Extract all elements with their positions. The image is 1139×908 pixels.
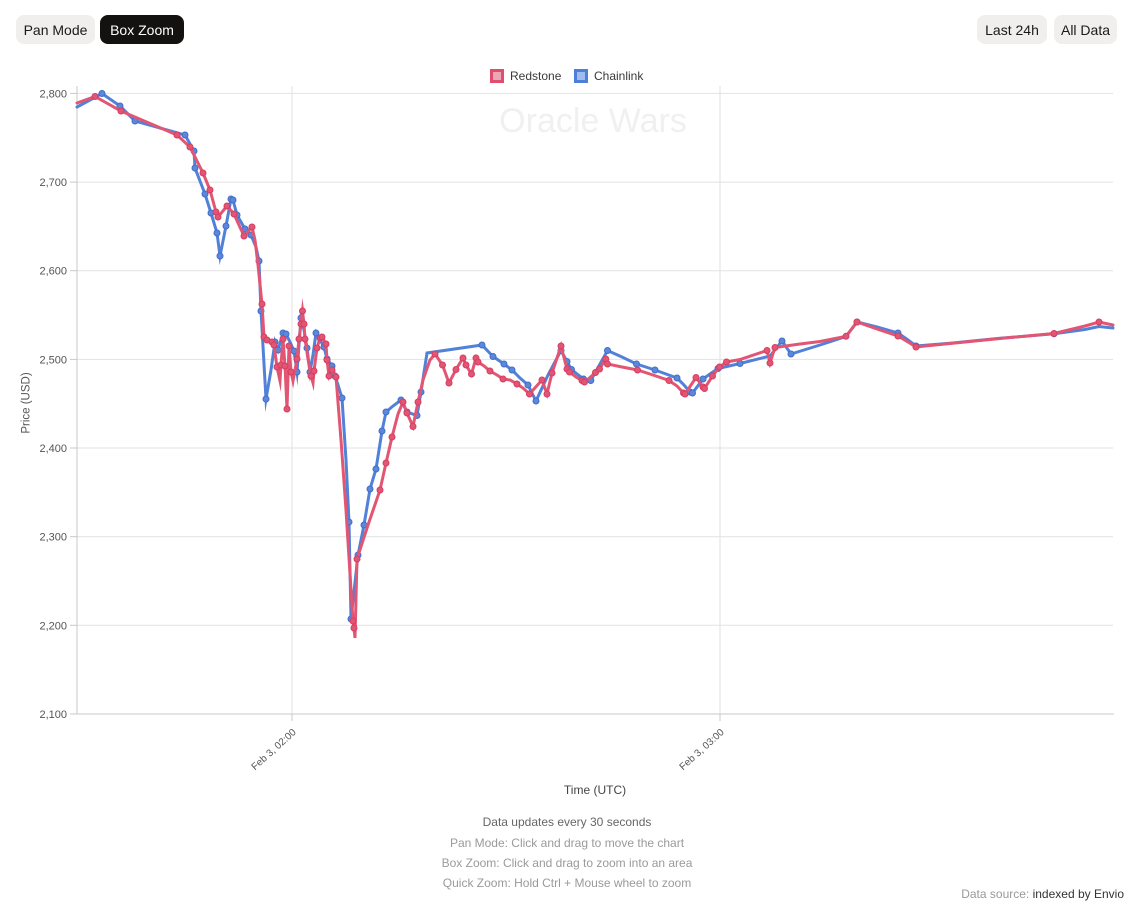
svg-text:2,800: 2,800 xyxy=(39,88,67,100)
svg-text:2,600: 2,600 xyxy=(39,266,67,278)
svg-text:2,400: 2,400 xyxy=(39,443,67,455)
svg-text:Feb 3, 02:00: Feb 3, 02:00 xyxy=(250,727,299,773)
svg-text:2,200: 2,200 xyxy=(39,620,67,632)
svg-text:2,700: 2,700 xyxy=(39,177,67,189)
svg-text:2,300: 2,300 xyxy=(39,532,67,544)
svg-text:Oracle Wars: Oracle Wars xyxy=(499,102,687,140)
svg-text:Feb 3, 03:00: Feb 3, 03:00 xyxy=(678,727,727,773)
svg-text:2,100: 2,100 xyxy=(39,709,67,721)
svg-text:2,500: 2,500 xyxy=(39,354,67,366)
svg-text:Price (USD): Price (USD) xyxy=(21,372,33,434)
